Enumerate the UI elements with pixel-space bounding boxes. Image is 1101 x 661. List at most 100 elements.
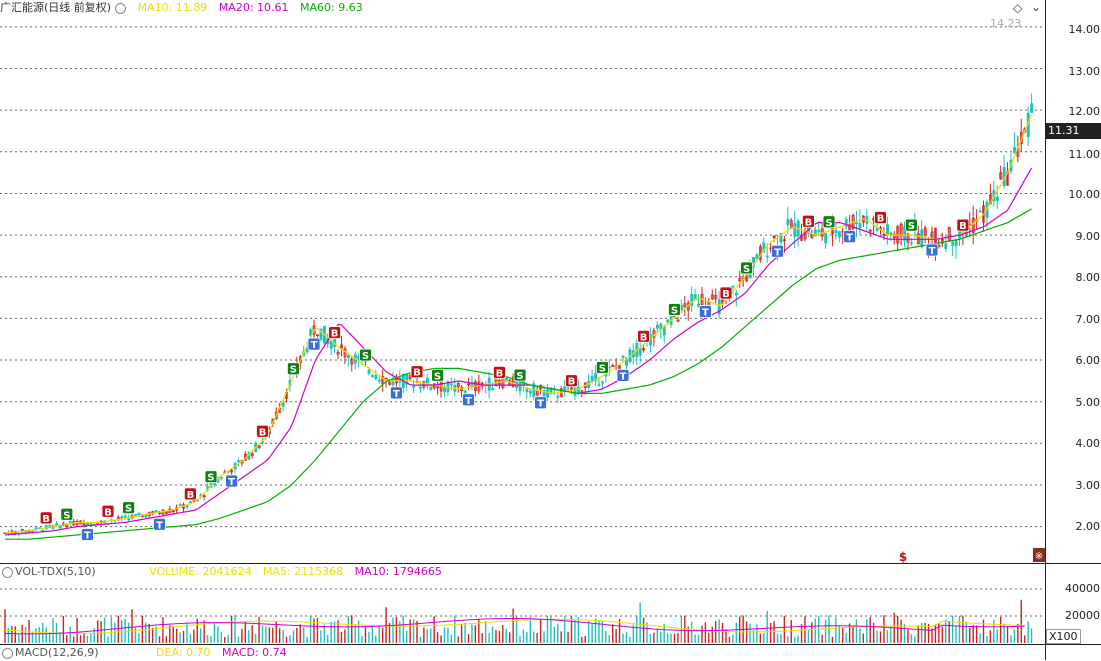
candle-body-239 xyxy=(824,232,828,244)
ma60-label: MA60: 9.63 xyxy=(300,1,363,14)
signal-s-34 xyxy=(905,218,918,232)
candle-body-54 xyxy=(189,501,192,504)
signal-t-23 xyxy=(616,368,630,382)
axis-tick-13: 13.00 xyxy=(1068,65,1101,78)
candle-body-109 xyxy=(377,379,381,382)
volume-panel-header: VOL-TDX(5,10) VOLUME: 2041624 MA5: 21153… xyxy=(0,564,450,580)
candle-body-107 xyxy=(371,375,374,377)
candle-body-128 xyxy=(443,387,447,393)
signal-b-label-33: B xyxy=(877,214,885,225)
signal-b-30 xyxy=(802,214,815,228)
signal-t-11 xyxy=(307,337,321,351)
signal-s-label-10: S xyxy=(290,365,297,376)
signal-t-label-17: T xyxy=(465,396,472,407)
candle-body-200 xyxy=(690,293,694,307)
candle-body-196 xyxy=(676,319,680,322)
signal-s-label-34: S xyxy=(908,221,915,232)
candle-body-153 xyxy=(528,390,532,394)
chevron-down-icon[interactable]: ⌄ xyxy=(1031,0,1042,14)
candle-body-230 xyxy=(793,223,797,237)
main-chart-header: 广汇能源(日线 前复权) MA10: 11.89 MA20: 10.61 MA6… xyxy=(0,0,371,16)
signal-b-label-27: B xyxy=(722,289,730,300)
signal-b-33 xyxy=(874,211,887,225)
candle-body-192 xyxy=(662,326,666,336)
candle-body-101 xyxy=(350,358,354,365)
candle-body-248 xyxy=(855,222,859,224)
candle-body-106 xyxy=(367,369,371,374)
signal-b-27 xyxy=(719,286,733,300)
candle-body-72 xyxy=(250,453,254,456)
candle-body-263 xyxy=(906,233,910,243)
signal-s-31 xyxy=(822,215,836,229)
candle-body-224 xyxy=(772,235,776,238)
signal-t-label-23: T xyxy=(620,371,627,382)
diamond-icon[interactable]: ◇ xyxy=(1013,1,1023,15)
candle-body-181 xyxy=(625,357,628,366)
vol-tick-40000: 40000 xyxy=(1065,582,1100,595)
signal-b-6 xyxy=(183,487,197,501)
signal-t-label-26: T xyxy=(702,308,709,319)
signal-s-label-31: S xyxy=(825,218,832,229)
candle-body-135 xyxy=(467,383,471,386)
macd-panel-divider xyxy=(0,644,1101,645)
macd-dea: DEA: 0.70 xyxy=(156,646,211,659)
current-price-box: 11.31 xyxy=(1046,123,1101,139)
signal-s-13 xyxy=(359,348,372,362)
signal-t-label-14: T xyxy=(393,389,400,400)
vol-title: VOL-TDX(5,10) xyxy=(15,565,96,578)
signal-s-label-16: S xyxy=(434,371,441,382)
candle-body-261 xyxy=(899,223,903,237)
price-chart-canvas[interactable]: B S T B S T B S T B S T B S T B S T B S T B S T B S T B S T B S T B S T B $ ※ xyxy=(0,0,1045,660)
candle-body-198 xyxy=(683,303,687,308)
candle-body-125 xyxy=(432,383,436,389)
signal-s-label-13: S xyxy=(362,351,369,362)
signal-t-26 xyxy=(699,305,712,318)
macd-settings-circle-icon[interactable] xyxy=(2,647,13,659)
candle-body-124 xyxy=(429,386,433,390)
candle-body-245 xyxy=(844,219,848,228)
signal-b-label-18: B xyxy=(496,368,504,379)
settings-circle-icon[interactable] xyxy=(115,2,127,14)
price-axis: 14.00 13.00 12.00 11.00 10.00 9.00 8.00 … xyxy=(1045,0,1101,660)
signal-t-32 xyxy=(843,230,856,244)
candle-body-91 xyxy=(316,334,319,337)
candle-body-236 xyxy=(813,229,817,237)
candle-body-63 xyxy=(219,476,223,479)
candle-body-161 xyxy=(556,395,560,398)
dollar-marker: $ xyxy=(899,550,907,564)
volume-settings-circle-icon[interactable] xyxy=(2,566,13,578)
candle-body-213 xyxy=(734,292,738,296)
candle-body-130 xyxy=(449,383,453,386)
axis-tick-10: 10.00 xyxy=(1068,188,1101,201)
signal-s-10 xyxy=(286,362,300,376)
candle-body-243 xyxy=(837,231,841,238)
candle-body-207 xyxy=(714,295,718,300)
candle-body-97 xyxy=(336,352,340,355)
candle-body-90 xyxy=(312,325,316,335)
vol-value: VOLUME: 2041624 xyxy=(149,565,252,578)
signal-b-0 xyxy=(39,511,53,525)
signal-t-label-35: T xyxy=(929,246,936,257)
candle-body-58 xyxy=(202,495,206,498)
volume-ma-line-1 xyxy=(4,618,1025,635)
signal-s-label-7: S xyxy=(207,473,214,484)
macd-title: MACD(12,26,9) xyxy=(15,646,99,659)
volume-scale-button[interactable]: X100 xyxy=(1046,629,1081,644)
candle-body-158 xyxy=(546,389,550,398)
candle-body-202 xyxy=(697,303,701,307)
candle-body-222 xyxy=(765,255,769,258)
signal-b-label-12: B xyxy=(331,329,339,340)
candle-body-275 xyxy=(947,227,951,241)
candle-body-138 xyxy=(477,381,481,392)
signal-t-label-8: T xyxy=(228,477,235,488)
signal-t-label-20: T xyxy=(537,399,544,410)
signal-t-29 xyxy=(771,244,784,258)
candle-body-212 xyxy=(731,285,735,288)
candle-body-208 xyxy=(717,299,721,315)
candle-body-219 xyxy=(755,254,759,259)
candle-body-226 xyxy=(779,233,783,243)
candle-body-126 xyxy=(436,386,440,389)
candle-body-142 xyxy=(491,388,495,391)
candle-body-227 xyxy=(783,239,786,242)
candle-body-177 xyxy=(611,365,615,367)
